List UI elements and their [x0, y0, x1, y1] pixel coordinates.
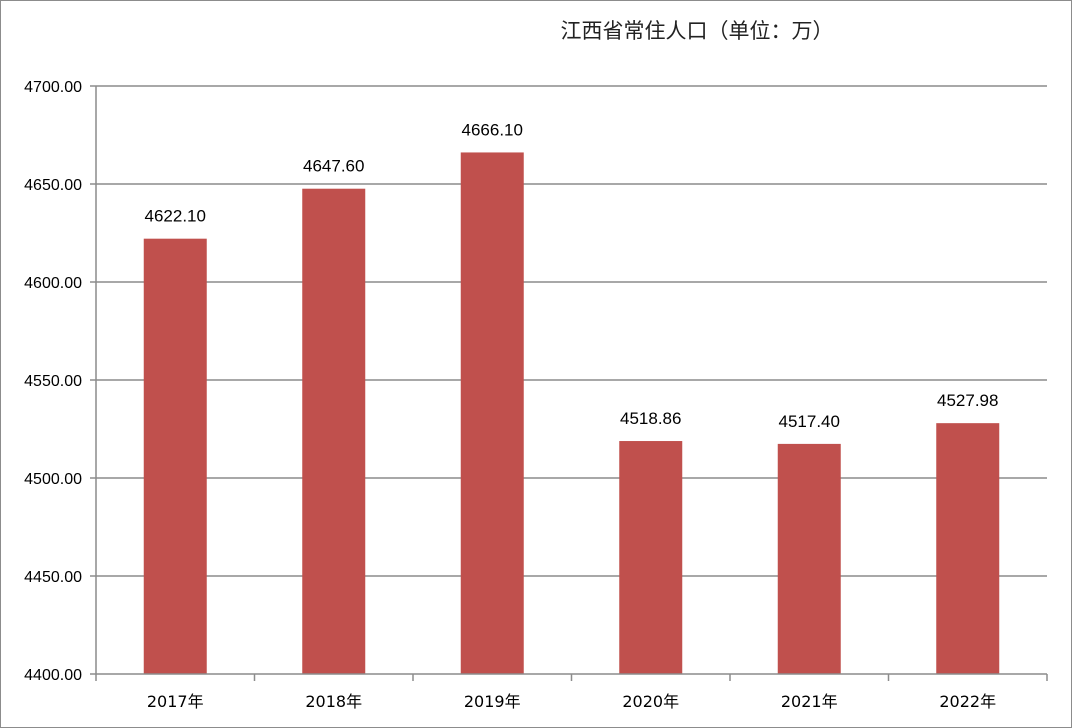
- x-tick-label: 2020年: [622, 692, 679, 711]
- bar-value-label: 4527.98: [937, 391, 998, 410]
- bar: [460, 152, 524, 675]
- x-tick-label: 2021年: [781, 692, 838, 711]
- x-tick-label: 2017年: [147, 692, 204, 711]
- bar-value-label: 4622.10: [145, 207, 206, 226]
- y-tick-label: 4550.00: [24, 373, 82, 390]
- bar-value-label: 4666.10: [462, 120, 523, 139]
- bar: [143, 238, 207, 674]
- y-tick-label: 4500.00: [24, 471, 82, 488]
- x-tick-label: 2022年: [939, 692, 996, 711]
- bar: [777, 443, 841, 674]
- y-tick-label: 4650.00: [24, 177, 82, 194]
- y-tick-label: 4450.00: [24, 569, 82, 586]
- bar: [302, 188, 366, 675]
- chart-title: 江西省常住人口（单位：万）: [561, 19, 834, 43]
- bars: [143, 152, 1000, 675]
- gridlines: [96, 85, 1047, 577]
- x-tick-label: 2018年: [305, 692, 362, 711]
- bar-value-label: 4518.86: [620, 409, 681, 428]
- labels: 4400.00 4450.00 4500.00 4550.00 4600.00 4650.…: [24, 79, 998, 711]
- y-tick-label: 4700.00: [24, 79, 82, 96]
- bar: [936, 423, 1000, 674]
- x-tick-label: 2019年: [464, 692, 521, 711]
- bar-value-label: 4647.60: [303, 157, 364, 176]
- y-tick-label: 4600.00: [24, 275, 82, 292]
- bar-value-label: 4517.40: [779, 412, 840, 431]
- axes: [90, 85, 1048, 681]
- y-tick-label: 4400.00: [24, 667, 82, 684]
- bar: [619, 441, 683, 674]
